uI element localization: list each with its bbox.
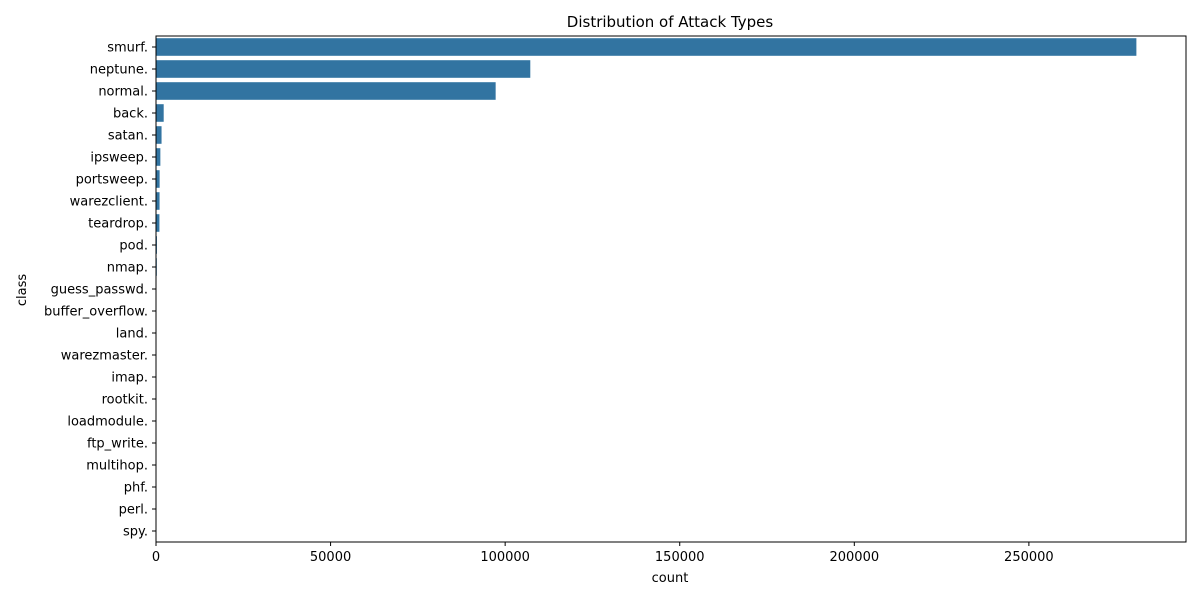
y-axis-label: class [15,274,30,306]
y-tick-label: nmap. [107,261,148,276]
x-tick-label: 0 [152,550,160,565]
y-tick-label: perl. [119,503,148,518]
x-tick-label: 150000 [655,550,705,565]
x-tick-label: 100000 [480,550,530,565]
y-tick-label: portsweep. [76,173,148,188]
bar-ipsweep [156,148,160,166]
y-tick-label: warezclient. [70,195,148,210]
y-tick-label: normal. [98,85,148,100]
bar-warezclient [156,192,160,210]
y-tick-label: guess_passwd. [51,283,148,298]
y-tick-label: satan. [108,129,148,144]
x-tick-label: 200000 [829,550,879,565]
y-tick-label: land. [116,327,148,342]
y-tick-label: multihop. [86,459,148,474]
bar-smurf [156,38,1136,56]
plot-frame [156,36,1186,542]
bar-teardrop [156,214,159,232]
x-tick-label: 250000 [1004,550,1054,565]
bar-satan [156,126,162,144]
y-tick-label: spy. [123,525,148,540]
bar-neptune [156,60,530,78]
y-tick-label: neptune. [90,63,148,78]
chart-title: Distribution of Attack Types [567,13,774,31]
y-tick-label: pod. [119,239,148,254]
y-tick-label: back. [113,107,148,122]
y-tick-label: warezmaster. [61,349,148,364]
y-tick-label: loadmodule. [67,415,148,430]
ticks-layer: smurf. neptune. normal. back. satan. ipsweep.… [44,41,1054,566]
bar-portsweep [156,170,160,188]
x-axis-label: count [652,571,689,586]
bar-back [156,104,164,122]
bars-layer [156,38,1136,540]
y-tick-label: phf. [124,481,148,496]
y-tick-label: ftp_write. [87,437,148,452]
y-tick-label: teardrop. [88,217,148,232]
bar-normal [156,82,496,100]
y-tick-label: ipsweep. [90,151,148,166]
y-tick-label: imap. [111,371,148,386]
y-tick-label: smurf. [107,41,148,56]
y-tick-label: rootkit. [102,393,148,408]
x-tick-label: 50000 [310,550,351,565]
y-tick-label: buffer_overflow. [44,305,148,320]
